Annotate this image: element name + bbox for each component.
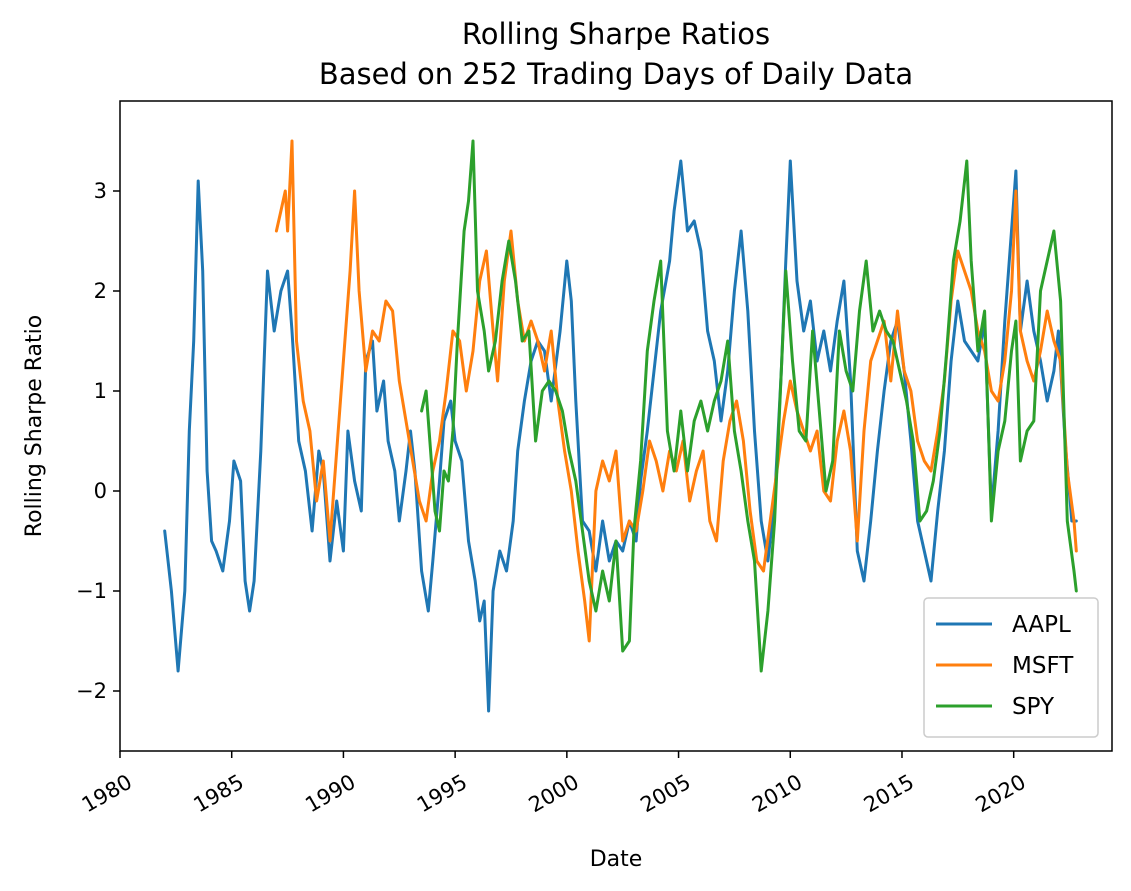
y-tick-label: 2: [94, 279, 107, 303]
x-axis-label: Date: [590, 847, 643, 872]
legend-label-aapl: AAPL: [1012, 612, 1071, 638]
series-line-aapl: [163, 159, 1078, 713]
y-tick-label: −1: [76, 579, 107, 603]
legend: AAPL MSFT SPY: [923, 597, 1099, 738]
plot-frame: [119, 100, 1113, 752]
y-tick-label: −2: [76, 679, 107, 703]
y-axis-ticks: −2 −1 0 1 2 3: [76, 179, 120, 703]
y-axis-label: Rolling Sharpe Ratio: [22, 315, 47, 537]
y-tick-label: 0: [94, 479, 107, 503]
legend-label-msft: MSFT: [1012, 653, 1074, 679]
y-tick-label: 3: [94, 179, 107, 203]
series-line-spy: [420, 139, 1078, 673]
chart-subtitle: Based on 252 Trading Days of Daily Data: [319, 57, 913, 91]
chart-title: Rolling Sharpe Ratios: [462, 17, 770, 51]
legend-box: [923, 597, 1099, 738]
plot-lines: [163, 139, 1078, 713]
legend-label-spy: SPY: [1012, 694, 1055, 720]
y-tick-label: 1: [94, 379, 107, 403]
